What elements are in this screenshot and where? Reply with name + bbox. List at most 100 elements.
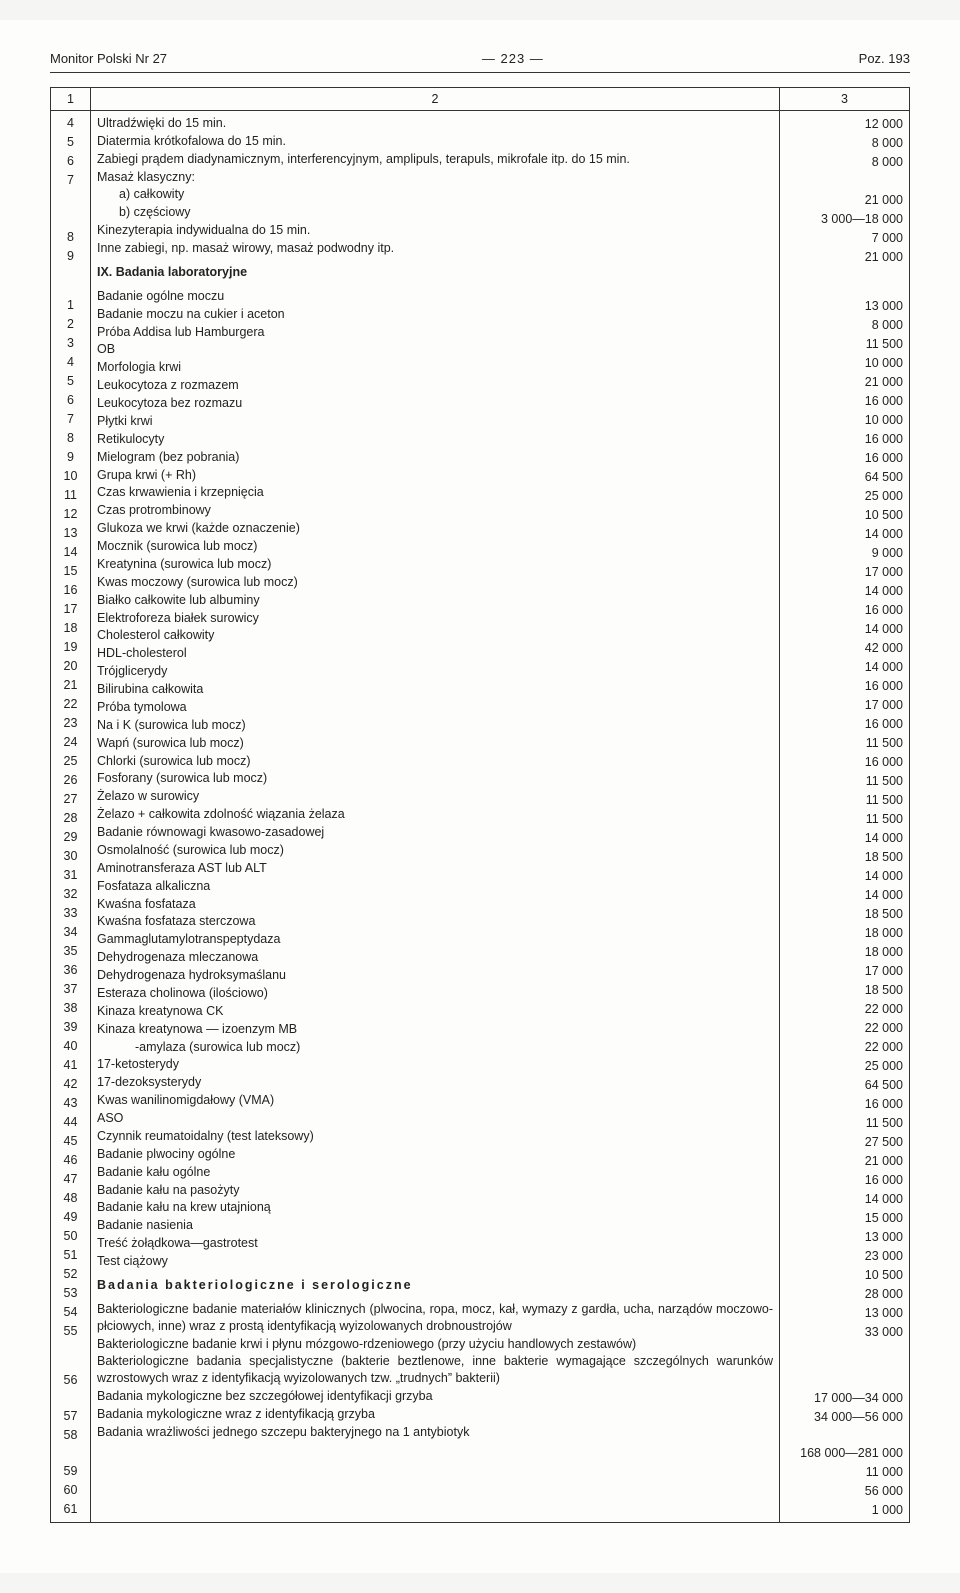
- row-value: 13 000: [786, 1303, 903, 1322]
- row-number: 7: [57, 171, 84, 190]
- row-number: 45: [57, 1132, 84, 1151]
- row-value: 16 000: [786, 1094, 903, 1113]
- row-value: 8 000: [786, 133, 903, 152]
- row-description: 17-ketosterydy: [97, 1056, 773, 1074]
- row-number: 58: [57, 1426, 84, 1462]
- row-value: 28 000: [786, 1284, 903, 1303]
- col-header-3: 3: [780, 87, 910, 111]
- row-number: 25: [57, 752, 84, 771]
- row-description: b) częściowy: [97, 204, 773, 222]
- row-description: Badania mykologiczne bez szczegółowej id…: [97, 1388, 773, 1406]
- row-number: 5: [57, 372, 84, 391]
- row-value: 16 000: [786, 600, 903, 619]
- row-number: 50: [57, 1227, 84, 1246]
- row-number: 9: [57, 247, 84, 266]
- row-number: 8: [57, 429, 84, 448]
- row-value: 21 000: [786, 190, 903, 209]
- row-value: 18 500: [786, 980, 903, 999]
- row-description: a) całkowity: [97, 186, 773, 204]
- row-number: 26: [57, 771, 84, 790]
- row-number: 2: [57, 315, 84, 334]
- row-description: Badanie moczu na cukier i aceton: [97, 305, 773, 323]
- row-value: 14 000: [786, 828, 903, 847]
- row-number: 6: [57, 152, 84, 171]
- row-value: 11 000: [786, 1462, 903, 1481]
- col-header-2: 2: [91, 87, 780, 111]
- row-number: 57: [57, 1407, 84, 1426]
- row-value: 16 000: [786, 391, 903, 410]
- row-description: Masaż klasyczny:: [97, 168, 773, 186]
- row-value: 168 000—281 000: [786, 1426, 903, 1462]
- row-description: Wapń (surowica lub mocz): [97, 734, 773, 752]
- row-value: 18 500: [786, 847, 903, 866]
- row-number: 13: [57, 524, 84, 543]
- row-description: Kwaśna fosfataza: [97, 895, 773, 913]
- row-number: 14: [57, 543, 84, 562]
- table-body-row: 4567 89 12345678910111213141516171819202…: [51, 111, 910, 1523]
- row-value: 11 500: [786, 809, 903, 828]
- header-right: Poz. 193: [859, 50, 910, 68]
- row-description: Mocznik (surowica lub mocz): [97, 538, 773, 556]
- row-description: Retikulocyty: [97, 430, 773, 448]
- row-number: 22: [57, 695, 84, 714]
- row-description: 17-dezoksysterydy: [97, 1074, 773, 1092]
- row-number: 15: [57, 562, 84, 581]
- row-value: 23 000: [786, 1246, 903, 1265]
- row-value: 1 000: [786, 1500, 903, 1519]
- row-value: 11 500: [786, 1113, 903, 1132]
- row-number: 51: [57, 1246, 84, 1265]
- row-number: 17: [57, 600, 84, 619]
- row-value: 16 000: [786, 714, 903, 733]
- row-value: 16 000: [786, 1170, 903, 1189]
- row-description: -amylaza (surowica lub mocz): [97, 1038, 773, 1056]
- row-value: 17 000—34 000: [786, 1371, 903, 1407]
- row-value: 9 000: [786, 543, 903, 562]
- row-value: 64 500: [786, 467, 903, 486]
- row-description: Próba tymolowa: [97, 698, 773, 716]
- row-value: 16 000: [786, 676, 903, 695]
- row-description: Bilirubina całkowita: [97, 681, 773, 699]
- header-center: — 223 —: [482, 50, 544, 68]
- row-number: 28: [57, 809, 84, 828]
- row-number: 37: [57, 980, 84, 999]
- row-description: Badanie plwociny ogólne: [97, 1145, 773, 1163]
- col-numbers: 4567 89 12345678910111213141516171819202…: [51, 111, 91, 1523]
- row-number: 54: [57, 1303, 84, 1322]
- row-description: Inne zabiegi, np. masaż wirowy, masaż po…: [97, 240, 773, 258]
- row-number: 21: [57, 676, 84, 695]
- row-description: Czynnik reumatoidalny (test lateksowy): [97, 1127, 773, 1145]
- row-value: 8 000: [786, 152, 903, 171]
- row-description: Badanie ogólne moczu: [97, 287, 773, 305]
- row-description: Kreatynina (surowica lub mocz): [97, 555, 773, 573]
- row-description: Kinaza kreatynowa CK: [97, 1002, 773, 1020]
- row-value: 17 000: [786, 961, 903, 980]
- row-number: 16: [57, 581, 84, 600]
- row-number: 3: [57, 334, 84, 353]
- row-description: Badanie kału na pasożyty: [97, 1181, 773, 1199]
- row-value: 11 500: [786, 771, 903, 790]
- row-value: 21 000: [786, 372, 903, 391]
- row-number: 48: [57, 1189, 84, 1208]
- row-number: 32: [57, 885, 84, 904]
- row-value: 22 000: [786, 1037, 903, 1056]
- row-value: 42 000: [786, 638, 903, 657]
- row-description: Zabiegi prądem diadynamicznym, interfere…: [97, 150, 773, 168]
- row-value: 10 500: [786, 505, 903, 524]
- row-description: Badania mykologiczne wraz z identyfikacj…: [97, 1406, 773, 1424]
- row-number: 1: [57, 296, 84, 315]
- row-description: Kwas moczowy (surowica lub mocz): [97, 573, 773, 591]
- row-value: 13 000: [786, 296, 903, 315]
- row-description: Leukocytoza bez rozmazu: [97, 395, 773, 413]
- row-number: 41: [57, 1056, 84, 1075]
- row-description: Osmolalność (surowica lub mocz): [97, 841, 773, 859]
- row-value: 56 000: [786, 1481, 903, 1500]
- row-description: Próba Addisa lub Hamburgera: [97, 323, 773, 341]
- row-value: 16 000: [786, 448, 903, 467]
- row-description: Diatermia krótkofalowa do 15 min.: [97, 132, 773, 150]
- row-number: 19: [57, 638, 84, 657]
- row-value: 8 000: [786, 315, 903, 334]
- row-value: 27 500: [786, 1132, 903, 1151]
- row-number: 49: [57, 1208, 84, 1227]
- row-number: 5: [57, 133, 84, 152]
- row-number: 60: [57, 1481, 84, 1500]
